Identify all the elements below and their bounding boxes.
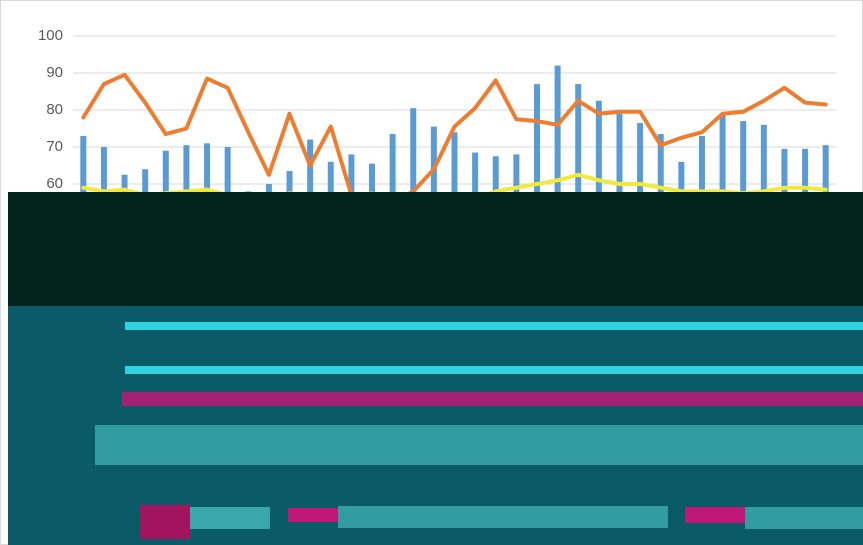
y-tick-label: 70 — [46, 138, 63, 155]
glitch-band — [8, 192, 863, 306]
glitch-block — [288, 508, 338, 522]
glitch-stripe — [125, 322, 863, 330]
glitch-block — [685, 507, 745, 523]
glitch-block — [190, 507, 270, 529]
y-tick-label: 90 — [46, 64, 63, 81]
glitch-block — [140, 505, 190, 539]
glitch-stripe — [125, 366, 863, 374]
chart: 60 70 80 90 100 — [0, 0, 863, 545]
corrupted-region — [8, 192, 863, 545]
glitch-stripe — [95, 425, 863, 465]
glitch-stripe — [122, 392, 863, 406]
y-tick-label: 60 — [46, 175, 63, 192]
y-tick-label: 100 — [38, 27, 63, 44]
y-tick-label: 80 — [46, 101, 63, 118]
glitch-block — [745, 507, 863, 529]
glitch-block — [338, 506, 668, 528]
